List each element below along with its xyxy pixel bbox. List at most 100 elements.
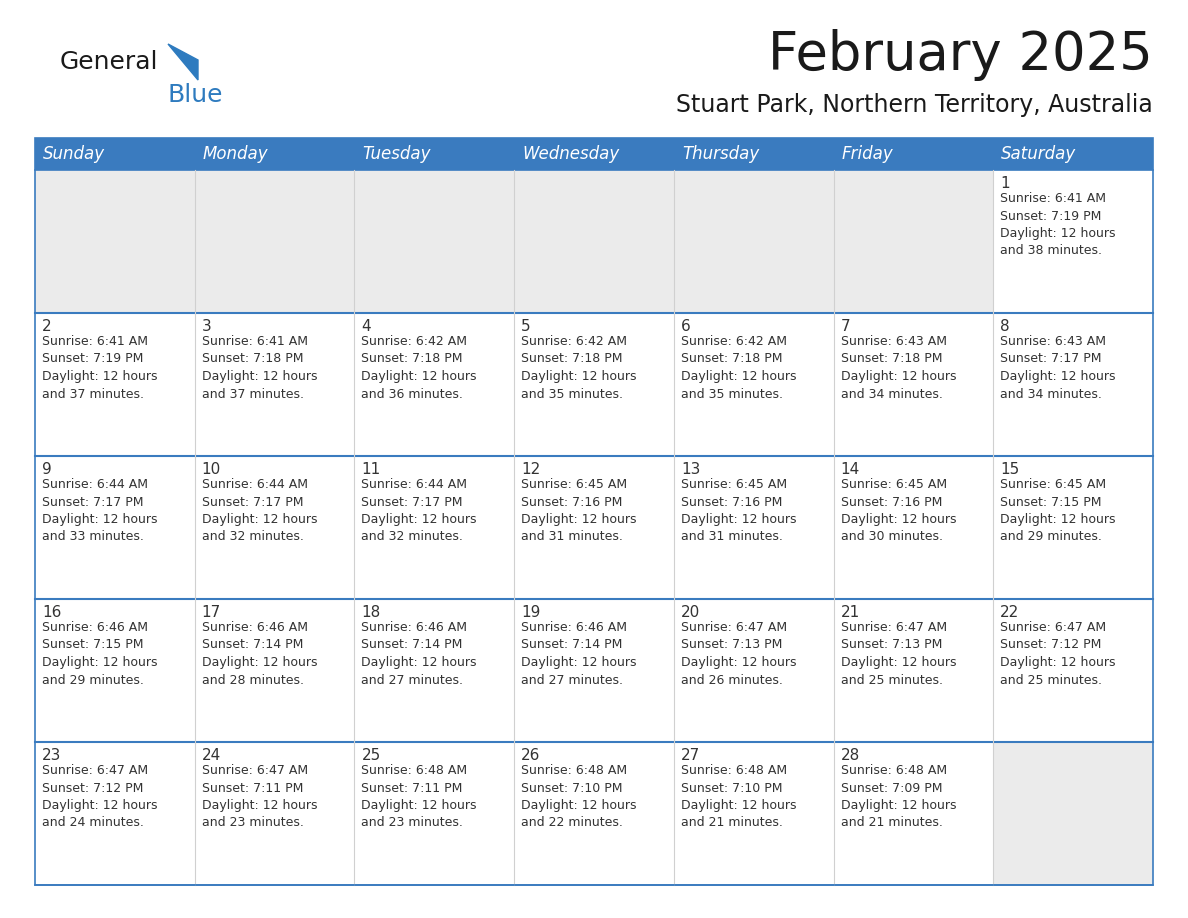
Text: Sunrise: 6:47 AM
Sunset: 7:13 PM
Daylight: 12 hours
and 26 minutes.: Sunrise: 6:47 AM Sunset: 7:13 PM Dayligh… (681, 621, 796, 687)
Text: Friday: Friday (841, 145, 893, 163)
Bar (34, 170, 195, 313)
Bar (195, 599, 354, 742)
Text: 21: 21 (841, 605, 860, 620)
Text: 1: 1 (1000, 176, 1010, 191)
Text: February 2025: February 2025 (769, 29, 1154, 81)
Text: Sunrise: 6:42 AM
Sunset: 7:18 PM
Daylight: 12 hours
and 35 minutes.: Sunrise: 6:42 AM Sunset: 7:18 PM Dayligh… (522, 335, 637, 400)
Text: 13: 13 (681, 462, 700, 477)
Text: 9: 9 (42, 462, 52, 477)
Text: 25: 25 (361, 748, 380, 763)
Text: 24: 24 (202, 748, 221, 763)
Text: 6: 6 (681, 319, 690, 334)
Text: 28: 28 (841, 748, 860, 763)
Text: 18: 18 (361, 605, 380, 620)
Bar (993, 456, 1154, 599)
Text: Sunrise: 6:48 AM
Sunset: 7:10 PM
Daylight: 12 hours
and 21 minutes.: Sunrise: 6:48 AM Sunset: 7:10 PM Dayligh… (681, 764, 796, 830)
Text: 23: 23 (42, 748, 62, 763)
Text: Sunrise: 6:42 AM
Sunset: 7:18 PM
Daylight: 12 hours
and 36 minutes.: Sunrise: 6:42 AM Sunset: 7:18 PM Dayligh… (361, 335, 476, 400)
Text: Sunrise: 6:47 AM
Sunset: 7:12 PM
Daylight: 12 hours
and 25 minutes.: Sunrise: 6:47 AM Sunset: 7:12 PM Dayligh… (1000, 621, 1116, 687)
Bar (514, 313, 674, 456)
Text: Sunrise: 6:44 AM
Sunset: 7:17 PM
Daylight: 12 hours
and 32 minutes.: Sunrise: 6:44 AM Sunset: 7:17 PM Dayligh… (361, 478, 476, 543)
Text: 15: 15 (1000, 462, 1019, 477)
Text: 17: 17 (202, 605, 221, 620)
Text: 5: 5 (522, 319, 531, 334)
Polygon shape (168, 44, 198, 80)
Bar (674, 742, 834, 885)
Text: Tuesday: Tuesday (362, 145, 431, 163)
Text: Sunrise: 6:41 AM
Sunset: 7:18 PM
Daylight: 12 hours
and 37 minutes.: Sunrise: 6:41 AM Sunset: 7:18 PM Dayligh… (202, 335, 317, 400)
Text: 27: 27 (681, 748, 700, 763)
Text: 10: 10 (202, 462, 221, 477)
Text: Sunrise: 6:46 AM
Sunset: 7:15 PM
Daylight: 12 hours
and 29 minutes.: Sunrise: 6:46 AM Sunset: 7:15 PM Dayligh… (42, 621, 158, 687)
Text: 7: 7 (841, 319, 851, 334)
Text: 26: 26 (522, 748, 541, 763)
Text: General: General (61, 50, 158, 74)
Text: Sunrise: 6:44 AM
Sunset: 7:17 PM
Daylight: 12 hours
and 33 minutes.: Sunrise: 6:44 AM Sunset: 7:17 PM Dayligh… (42, 478, 158, 543)
Bar (834, 138, 993, 170)
Bar (993, 138, 1154, 170)
Bar (195, 742, 354, 885)
Text: Sunrise: 6:43 AM
Sunset: 7:17 PM
Daylight: 12 hours
and 34 minutes.: Sunrise: 6:43 AM Sunset: 7:17 PM Dayligh… (1000, 335, 1116, 400)
Text: 11: 11 (361, 462, 380, 477)
Text: Sunrise: 6:41 AM
Sunset: 7:19 PM
Daylight: 12 hours
and 37 minutes.: Sunrise: 6:41 AM Sunset: 7:19 PM Dayligh… (42, 335, 158, 400)
Text: 16: 16 (42, 605, 62, 620)
Text: Sunday: Sunday (43, 145, 105, 163)
Bar (514, 170, 674, 313)
Text: Thursday: Thursday (682, 145, 759, 163)
Text: 4: 4 (361, 319, 371, 334)
Text: Sunrise: 6:44 AM
Sunset: 7:17 PM
Daylight: 12 hours
and 32 minutes.: Sunrise: 6:44 AM Sunset: 7:17 PM Dayligh… (202, 478, 317, 543)
Bar (993, 599, 1154, 742)
Bar (354, 138, 514, 170)
Bar (34, 138, 195, 170)
Text: Sunrise: 6:48 AM
Sunset: 7:11 PM
Daylight: 12 hours
and 23 minutes.: Sunrise: 6:48 AM Sunset: 7:11 PM Dayligh… (361, 764, 476, 830)
Bar (993, 742, 1154, 885)
Text: 8: 8 (1000, 319, 1010, 334)
Text: Sunrise: 6:46 AM
Sunset: 7:14 PM
Daylight: 12 hours
and 27 minutes.: Sunrise: 6:46 AM Sunset: 7:14 PM Dayligh… (522, 621, 637, 687)
Bar (514, 599, 674, 742)
Text: Sunrise: 6:46 AM
Sunset: 7:14 PM
Daylight: 12 hours
and 27 minutes.: Sunrise: 6:46 AM Sunset: 7:14 PM Dayligh… (361, 621, 476, 687)
Bar (834, 313, 993, 456)
Text: Sunrise: 6:41 AM
Sunset: 7:19 PM
Daylight: 12 hours
and 38 minutes.: Sunrise: 6:41 AM Sunset: 7:19 PM Dayligh… (1000, 192, 1116, 258)
Text: Sunrise: 6:45 AM
Sunset: 7:15 PM
Daylight: 12 hours
and 29 minutes.: Sunrise: 6:45 AM Sunset: 7:15 PM Dayligh… (1000, 478, 1116, 543)
Bar (195, 313, 354, 456)
Bar (834, 170, 993, 313)
Bar (674, 313, 834, 456)
Text: 12: 12 (522, 462, 541, 477)
Bar (195, 456, 354, 599)
Text: Sunrise: 6:47 AM
Sunset: 7:12 PM
Daylight: 12 hours
and 24 minutes.: Sunrise: 6:47 AM Sunset: 7:12 PM Dayligh… (42, 764, 158, 830)
Text: 22: 22 (1000, 605, 1019, 620)
Bar (34, 742, 195, 885)
Bar (514, 138, 674, 170)
Bar (674, 138, 834, 170)
Text: Sunrise: 6:48 AM
Sunset: 7:10 PM
Daylight: 12 hours
and 22 minutes.: Sunrise: 6:48 AM Sunset: 7:10 PM Dayligh… (522, 764, 637, 830)
Bar (195, 138, 354, 170)
Text: 19: 19 (522, 605, 541, 620)
Bar (834, 456, 993, 599)
Bar (34, 456, 195, 599)
Bar (354, 599, 514, 742)
Text: 14: 14 (841, 462, 860, 477)
Bar (34, 313, 195, 456)
Bar (674, 456, 834, 599)
Bar (834, 742, 993, 885)
Text: Sunrise: 6:48 AM
Sunset: 7:09 PM
Daylight: 12 hours
and 21 minutes.: Sunrise: 6:48 AM Sunset: 7:09 PM Dayligh… (841, 764, 956, 830)
Bar (354, 456, 514, 599)
Bar (34, 599, 195, 742)
Text: Sunrise: 6:47 AM
Sunset: 7:11 PM
Daylight: 12 hours
and 23 minutes.: Sunrise: 6:47 AM Sunset: 7:11 PM Dayligh… (202, 764, 317, 830)
Text: Monday: Monday (203, 145, 268, 163)
Text: Sunrise: 6:47 AM
Sunset: 7:13 PM
Daylight: 12 hours
and 25 minutes.: Sunrise: 6:47 AM Sunset: 7:13 PM Dayligh… (841, 621, 956, 687)
Bar (993, 313, 1154, 456)
Text: Blue: Blue (168, 83, 223, 107)
Bar (674, 599, 834, 742)
Text: 20: 20 (681, 605, 700, 620)
Bar (195, 170, 354, 313)
Bar (514, 742, 674, 885)
Text: Sunrise: 6:45 AM
Sunset: 7:16 PM
Daylight: 12 hours
and 30 minutes.: Sunrise: 6:45 AM Sunset: 7:16 PM Dayligh… (841, 478, 956, 543)
Text: Saturday: Saturday (1001, 145, 1076, 163)
Bar (834, 599, 993, 742)
Text: 3: 3 (202, 319, 211, 334)
Bar (354, 742, 514, 885)
Bar (354, 170, 514, 313)
Text: Sunrise: 6:46 AM
Sunset: 7:14 PM
Daylight: 12 hours
and 28 minutes.: Sunrise: 6:46 AM Sunset: 7:14 PM Dayligh… (202, 621, 317, 687)
Text: Sunrise: 6:42 AM
Sunset: 7:18 PM
Daylight: 12 hours
and 35 minutes.: Sunrise: 6:42 AM Sunset: 7:18 PM Dayligh… (681, 335, 796, 400)
